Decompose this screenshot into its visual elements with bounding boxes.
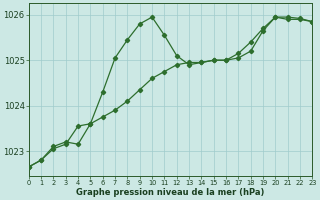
- X-axis label: Graphe pression niveau de la mer (hPa): Graphe pression niveau de la mer (hPa): [76, 188, 265, 197]
